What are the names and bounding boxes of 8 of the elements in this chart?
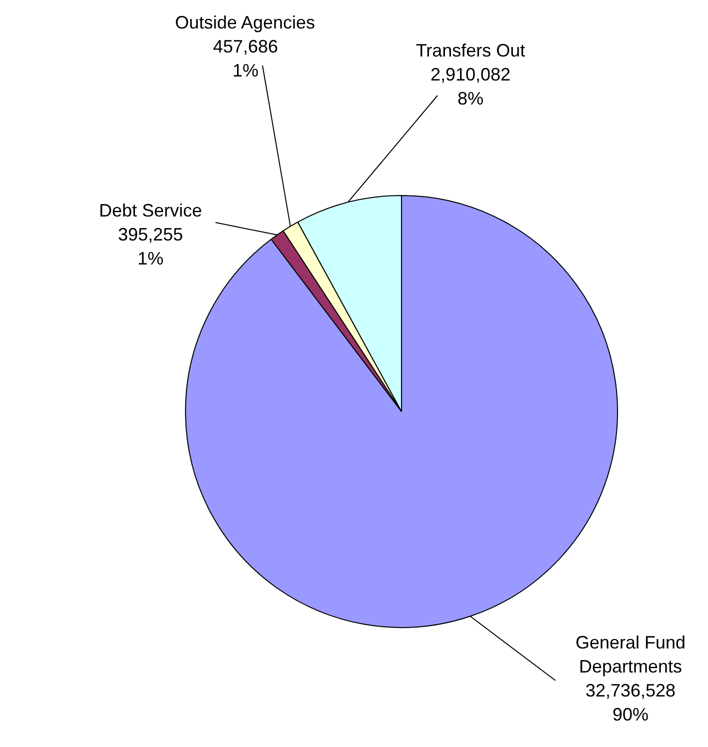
slice-label: General Fund Departments xyxy=(575,632,686,676)
slice-label: Debt Service xyxy=(98,200,202,220)
data-label: 395,255 1% xyxy=(118,224,184,268)
data-label: 457,686 1% xyxy=(212,36,278,80)
slice-label: Outside Agencies xyxy=(174,12,316,32)
data-label: 32,736,528 90% xyxy=(585,680,676,724)
data-label: 2,910,082 8% xyxy=(430,64,511,108)
slice-label: Transfers Out xyxy=(416,40,526,60)
